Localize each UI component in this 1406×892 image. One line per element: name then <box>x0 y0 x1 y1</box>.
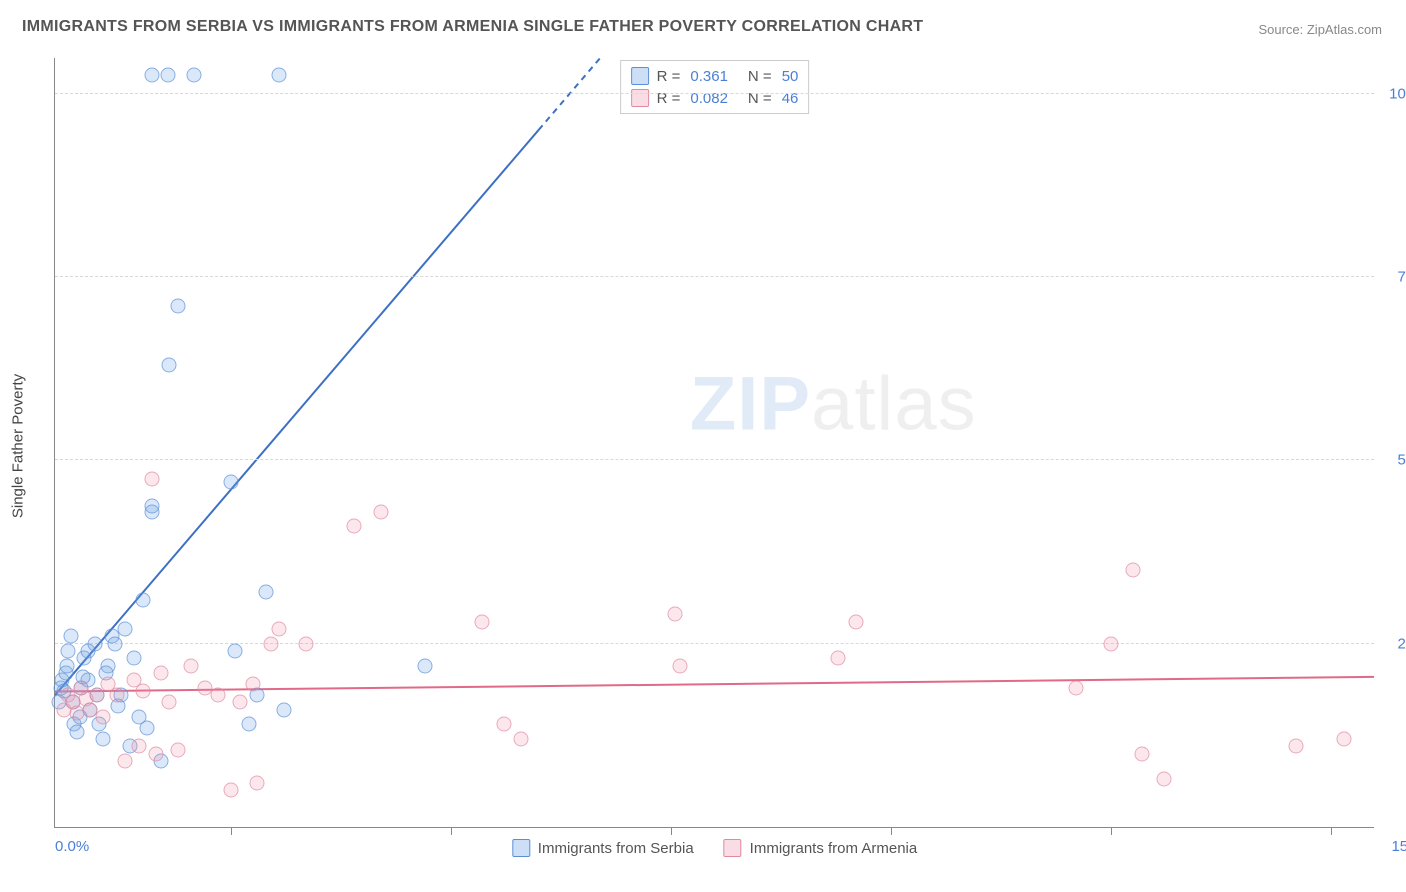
data-point <box>272 68 287 83</box>
data-point <box>417 658 432 673</box>
x-axis-max-label: 15.0% <box>1391 838 1406 855</box>
data-point <box>276 702 291 717</box>
data-point <box>96 732 111 747</box>
y-tick-label: 75.0% <box>1397 269 1406 286</box>
data-point <box>1068 680 1083 695</box>
legend-correlation: R = 0.361 N = 50 R = 0.082 N = 46 <box>620 60 810 114</box>
data-point <box>171 743 186 758</box>
data-point <box>263 636 278 651</box>
n-label: N = <box>748 68 772 85</box>
y-tick-label: 50.0% <box>1397 452 1406 469</box>
data-point <box>1156 772 1171 787</box>
data-point <box>118 754 133 769</box>
data-point <box>127 651 142 666</box>
x-tick <box>1331 827 1332 835</box>
data-point <box>496 717 511 732</box>
r-label: R = <box>657 68 681 85</box>
data-point <box>160 68 175 83</box>
data-point <box>153 666 168 681</box>
data-point <box>144 471 159 486</box>
data-point <box>96 710 111 725</box>
data-point <box>136 684 151 699</box>
data-point <box>136 592 151 607</box>
data-point <box>259 585 274 600</box>
swatch-blue <box>631 67 649 85</box>
data-point <box>298 636 313 651</box>
data-point <box>474 614 489 629</box>
y-tick-label: 25.0% <box>1397 635 1406 652</box>
data-point <box>514 732 529 747</box>
y-axis-label: Single Father Poverty <box>10 374 27 518</box>
trend-lines <box>55 58 1374 827</box>
data-point <box>60 658 75 673</box>
data-point <box>232 695 247 710</box>
y-tick-label: 100.0% <box>1389 85 1406 102</box>
data-point <box>224 475 239 490</box>
x-tick <box>451 827 452 835</box>
data-point <box>1126 563 1141 578</box>
chart-title: IMMIGRANTS FROM SERBIA VS IMMIGRANTS FRO… <box>22 18 923 36</box>
gridline <box>55 459 1374 460</box>
legend-label-serbia: Immigrants from Serbia <box>538 840 694 857</box>
x-tick <box>891 827 892 835</box>
data-point <box>272 622 287 637</box>
legend-row-serbia: R = 0.361 N = 50 <box>631 65 799 87</box>
data-point <box>162 695 177 710</box>
data-point <box>1337 732 1352 747</box>
data-point <box>109 688 124 703</box>
gridline <box>55 276 1374 277</box>
data-point <box>61 644 76 659</box>
data-point <box>162 358 177 373</box>
data-point <box>131 739 146 754</box>
data-point <box>241 717 256 732</box>
x-tick <box>231 827 232 835</box>
x-tick <box>1111 827 1112 835</box>
data-point <box>140 721 155 736</box>
data-point <box>187 68 202 83</box>
data-point <box>171 299 186 314</box>
data-point <box>1104 636 1119 651</box>
swatch-pink <box>724 839 742 857</box>
data-point <box>149 746 164 761</box>
data-point <box>224 783 239 798</box>
legend-item-armenia: Immigrants from Armenia <box>724 839 918 857</box>
data-point <box>184 658 199 673</box>
watermark: ZIPatlas <box>690 361 977 448</box>
data-point <box>144 498 159 513</box>
data-point <box>831 651 846 666</box>
data-point <box>848 614 863 629</box>
gridline <box>55 93 1374 94</box>
source-label: Source: ZipAtlas.com <box>1258 22 1382 37</box>
legend-label-armenia: Immigrants from Armenia <box>750 840 918 857</box>
data-point <box>347 519 362 534</box>
data-point <box>70 724 85 739</box>
x-axis-min-label: 0.0% <box>55 838 89 855</box>
data-point <box>107 636 122 651</box>
plot-area: ZIPatlas R = 0.361 N = 50 R = 0.082 N = … <box>54 58 1374 828</box>
legend-item-serbia: Immigrants from Serbia <box>512 839 694 857</box>
gridline <box>55 643 1374 644</box>
legend-series: Immigrants from Serbia Immigrants from A… <box>512 839 917 857</box>
data-point <box>246 677 261 692</box>
data-point <box>250 776 265 791</box>
data-point <box>144 68 159 83</box>
data-point <box>63 629 78 644</box>
data-point <box>668 607 683 622</box>
data-point <box>1288 739 1303 754</box>
data-point <box>81 644 96 659</box>
n-value-serbia: 50 <box>782 68 799 85</box>
legend-row-armenia: R = 0.082 N = 46 <box>631 87 799 109</box>
data-point <box>210 688 225 703</box>
data-point <box>118 622 133 637</box>
data-point <box>1134 746 1149 761</box>
data-point <box>228 644 243 659</box>
x-tick <box>671 827 672 835</box>
data-point <box>672 658 687 673</box>
r-value-serbia: 0.361 <box>690 68 728 85</box>
swatch-blue <box>512 839 530 857</box>
data-point <box>373 504 388 519</box>
